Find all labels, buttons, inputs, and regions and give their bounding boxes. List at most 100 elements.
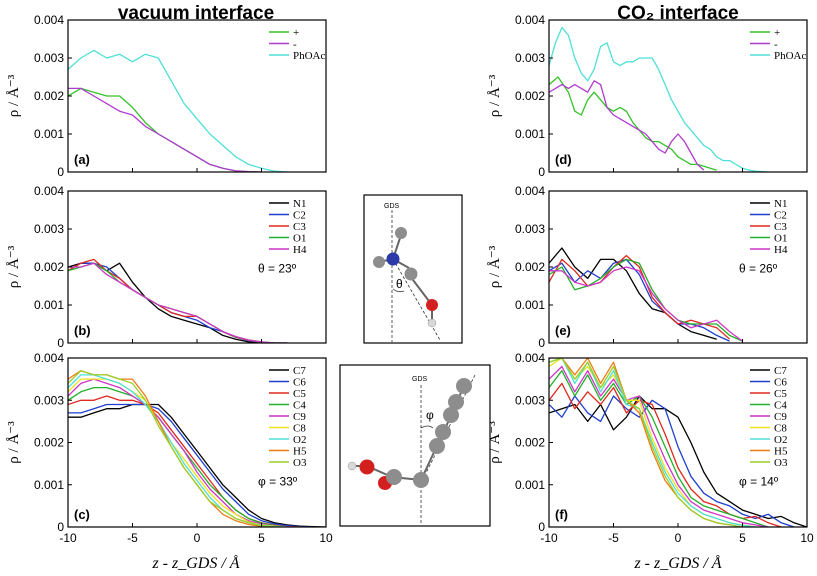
carbon-atom (456, 378, 472, 394)
y-tick-label: 0.001 (34, 298, 64, 312)
y-tick-label: 0.003 (515, 222, 545, 236)
legend-label-C5: C5 (774, 388, 787, 400)
series-line-O2 (549, 358, 756, 527)
theta-arc (392, 288, 405, 293)
series-line-H5 (68, 370, 275, 527)
series-line-+ (549, 76, 717, 171)
legend-label-C9: C9 (293, 411, 306, 423)
legend-label-O3: O3 (774, 457, 788, 469)
angle-label: φ = 33º (258, 475, 298, 489)
title-vacuum-interface: vacuum interface (118, 3, 274, 24)
y-tick-label: 0.002 (34, 89, 64, 103)
series-line-PhOAc (549, 26, 769, 172)
y-tick-label: 0 (538, 336, 545, 350)
legend-label-H4: H4 (774, 244, 788, 256)
y-tick-label: 0 (57, 520, 64, 534)
y-tick-label: 0 (57, 165, 64, 179)
carbon-atom (373, 256, 385, 268)
series-group (68, 370, 326, 527)
x-tick-label: -10 (540, 531, 558, 545)
x-tick-label: -5 (608, 531, 619, 545)
series-line-- (68, 87, 262, 172)
x-tick-label: 5 (258, 531, 265, 545)
y-tick-label: 0 (57, 336, 64, 350)
series-group (68, 258, 288, 343)
series-line-- (549, 80, 705, 171)
panel-label: (d) (555, 152, 572, 167)
angle-label: φ = 14º (739, 475, 779, 489)
y-tick-label: 0 (538, 520, 545, 534)
panel-d: 0 0.001 0.002 0.003 0.004 ρ / Å⁻³ (d) +-PhOAc (487, 13, 808, 179)
molecule-diagram-theta: GDS θ (363, 194, 463, 344)
legend-label-C8: C8 (293, 423, 306, 435)
legend-label-C3: C3 (293, 221, 306, 233)
y-tick-label: 0.001 (34, 478, 64, 492)
gds-label: GDS (412, 376, 428, 383)
legend-label--: - (293, 39, 297, 51)
y-tick-label: 0.004 (515, 351, 545, 365)
nitrogen-atom (386, 252, 400, 266)
y-tick-label: 0.003 (34, 222, 64, 236)
panel-label: (f) (555, 507, 568, 522)
legend-label-C4: C4 (293, 400, 306, 412)
x-tick-label: 0 (675, 531, 682, 545)
y-axis-label: ρ / Å⁻³ (487, 245, 503, 288)
series-group (549, 26, 769, 172)
angle-label: θ = 23º (258, 262, 297, 276)
series-line-C5 (68, 395, 301, 527)
legend-label-O1: O1 (293, 233, 306, 245)
legend-label-N1: N1 (774, 198, 787, 210)
legend-label-C9: C9 (774, 411, 787, 423)
y-axis-label: ρ / Å⁻³ (487, 74, 503, 117)
x-tick-label: -10 (59, 531, 77, 545)
series-line-C6 (549, 395, 795, 527)
carbon-atom (443, 407, 459, 423)
y-tick-label: 0.003 (34, 51, 64, 65)
series-line-N1 (68, 262, 275, 343)
series-line-O1 (549, 258, 743, 342)
legend-label-O2: O2 (293, 434, 306, 446)
x-tick-label: 10 (800, 531, 814, 545)
panel-f: -10 -5 0 5 10 0 0.001 0.002 0.003 0.004 ρ / Å⁻³ (f)… (487, 351, 814, 545)
legend-label-H5: H5 (774, 446, 788, 458)
series-line-C2 (68, 262, 288, 343)
oxygen-atom (359, 459, 375, 475)
panel-b: 0 0.001 0.002 0.003 0.004 ρ / Å⁻³ (b) N1C2C3O1H… (6, 184, 327, 350)
panel-label: (a) (74, 152, 90, 167)
series-group (549, 358, 807, 527)
y-tick-label: 0.001 (515, 298, 545, 312)
y-tick-label: 0.002 (34, 436, 64, 450)
y-tick-label: 0.004 (515, 184, 545, 198)
y-tick-label: 0.004 (34, 184, 64, 198)
series-line-+ (68, 87, 262, 172)
x-tick-label: 10 (319, 531, 333, 545)
series-line-C7 (68, 403, 326, 527)
theta-symbol: θ (396, 277, 403, 291)
y-axis-label: ρ / Å⁻³ (487, 421, 503, 464)
panel-a: 0 0.001 0.002 0.003 0.004 ρ / Å⁻³ (a) +-PhOAc (6, 13, 327, 179)
legend-label-C2: C2 (293, 210, 306, 222)
panel-label: (e) (555, 323, 571, 338)
series-line-C8 (68, 378, 288, 527)
legend-label-O1: O1 (774, 233, 787, 245)
series-line-C6 (68, 403, 314, 527)
series-line-C9 (68, 378, 301, 527)
legend: +-PhOAc (269, 27, 326, 62)
legend-label-C8: C8 (774, 423, 787, 435)
y-tick-label: 0.004 (34, 351, 64, 365)
molecule-axis-line (392, 258, 441, 341)
legend-label-O2: O2 (774, 434, 787, 446)
legend-label-C5: C5 (293, 388, 306, 400)
series-line-O3 (549, 358, 743, 527)
series-line-C2 (549, 258, 730, 342)
y-tick-label: 0.004 (34, 13, 64, 27)
series-line-C5 (549, 382, 782, 527)
series-line-O3 (68, 370, 275, 527)
y-axis-label: ρ / Å⁻³ (6, 421, 22, 464)
legend-label-H4: H4 (293, 244, 307, 256)
legend-label-C2: C2 (774, 210, 787, 222)
panel-label: (c) (74, 507, 90, 522)
